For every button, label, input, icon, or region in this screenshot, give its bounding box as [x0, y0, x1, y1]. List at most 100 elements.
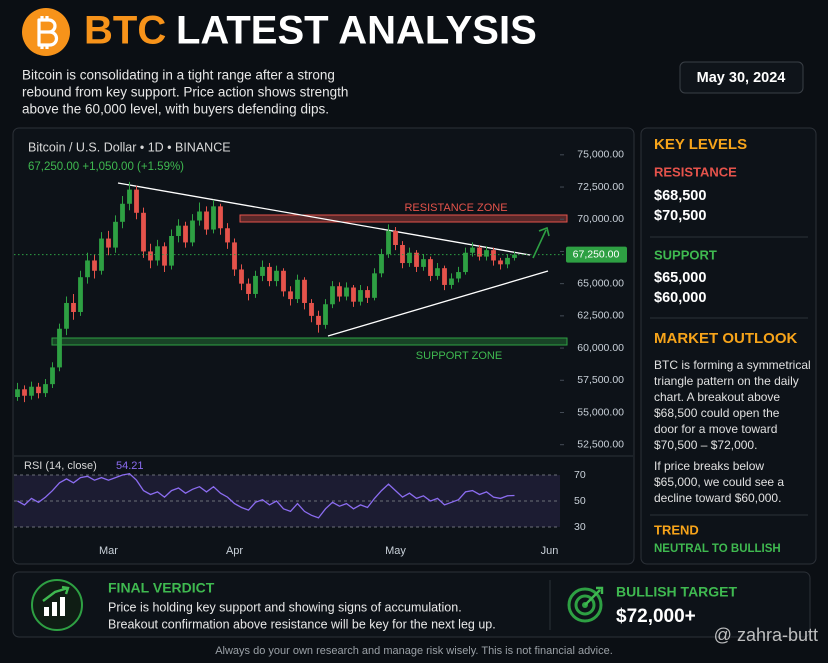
candle-body [330, 286, 335, 305]
watermark: @ zahra-butt [714, 625, 818, 645]
candle-body [190, 220, 195, 243]
candle-body [435, 268, 440, 276]
candle-body [358, 290, 363, 302]
candle-body [148, 251, 153, 261]
candle-body [449, 278, 454, 285]
candle-body [407, 252, 412, 264]
rsi-tick-label: 70 [574, 469, 586, 481]
triangle-lower [327, 270, 549, 337]
candle-body [309, 302, 314, 316]
y-tick-label: 65,000.00 [577, 277, 624, 289]
trend-label: TREND [654, 522, 699, 537]
outlook-title: MARKET OUTLOOK [654, 330, 797, 347]
candle-body [386, 230, 391, 255]
date-box [679, 61, 804, 94]
outlook-line: BTC is forming a symmetrical [654, 358, 811, 372]
rsi-tick-label: 30 [574, 521, 586, 533]
rsi-current: 54.21 [116, 460, 144, 472]
date: May 30, 2024 [697, 70, 786, 86]
y-tick-label: 52,500.00 [577, 438, 624, 450]
candle-body [239, 269, 244, 284]
x-tick-label: Mar [99, 545, 118, 557]
rsi-title: RSI (14, close) [24, 460, 97, 472]
candle-body [127, 189, 132, 204]
support-label: SUPPORT [654, 247, 717, 262]
y-tick-label: 62,500.00 [577, 310, 624, 322]
candle-body [106, 238, 111, 248]
candle-body [316, 315, 321, 325]
candle-body [50, 367, 55, 385]
chart-subtitle: 67,250.00 +1,050.00 (+1.59%) [28, 161, 184, 173]
candle-body [197, 211, 202, 221]
target-icon [567, 587, 603, 623]
verdict-line: Price is holding key support and showing… [108, 600, 462, 614]
outlook-line: $70,500 – $72,000. [654, 438, 757, 452]
outlook-line: chart. A breakout above [654, 390, 780, 404]
chart-title: Bitcoin / U.S. Dollar • 1D • BINANCE [28, 140, 231, 154]
resistance-zone-label: RESISTANCE ZONE [404, 202, 507, 214]
candle-body [274, 270, 279, 282]
description-line: Bitcoin is consolidating in a tight rang… [22, 68, 335, 83]
verdict-icon-arrow [42, 585, 70, 602]
candle-body [113, 221, 118, 248]
candle-body [400, 245, 405, 264]
last-price-label: 67,250.00 [573, 248, 620, 260]
candle-body [267, 266, 272, 282]
y-tick-label: 70,000.00 [577, 213, 624, 225]
candle-body [491, 250, 496, 261]
y-tick-label: 75,000.00 [577, 149, 624, 161]
y-tick-label: 57,500.00 [577, 374, 624, 386]
target-arrow [584, 586, 604, 606]
target-icon [574, 594, 596, 616]
outlook-line: door for a move toward [654, 422, 777, 436]
ticker: BTC [84, 9, 166, 53]
candle-body [204, 211, 209, 230]
candle-body [365, 290, 370, 298]
candle-body [470, 247, 475, 253]
outlook-line: If price breaks below [654, 459, 764, 473]
candle-body [211, 206, 216, 230]
candle-body [302, 279, 307, 303]
candle-body [134, 189, 139, 213]
resistance-zone [239, 214, 568, 223]
verdict-panel [12, 571, 811, 638]
candle-body [162, 246, 167, 266]
y-tick-label: 60,000.00 [577, 342, 624, 354]
candle-body [393, 230, 398, 245]
candle-body [155, 246, 160, 261]
candle-body [232, 242, 237, 270]
candle-body [92, 260, 97, 271]
breakout-arrow [532, 226, 550, 259]
candle-body [36, 386, 41, 394]
candle-body [22, 389, 27, 396]
y-tick-label: 55,000.00 [577, 406, 624, 418]
candle-body [29, 386, 34, 396]
candle-body [379, 254, 384, 274]
target-value: $72,000+ [616, 606, 696, 627]
resistance-level: $70,500 [654, 208, 706, 224]
verdict-icon-bar [44, 607, 49, 616]
page-title: LATEST ANALYSIS [176, 9, 537, 53]
rsi-tick-label: 50 [574, 495, 586, 507]
verdict-line: Breakout confirmation above resistance w… [108, 617, 496, 631]
verdict-icon-bar [52, 602, 57, 616]
outlook-line: triangle pattern on the daily [654, 374, 799, 388]
candle-body [57, 328, 62, 368]
verdict-title: FINAL VERDICT [108, 580, 215, 596]
candle-body [477, 247, 482, 257]
candle-body [344, 287, 349, 297]
bitcoin-glyph [37, 16, 59, 49]
footer: Always do your own research and manage r… [215, 645, 613, 657]
candle-body [141, 212, 146, 252]
y-tick-label: 72,500.00 [577, 181, 624, 193]
candle-body [505, 257, 510, 265]
outlook-line: $65,000, we could see a [654, 475, 784, 489]
last-price-tag [566, 246, 627, 263]
outlook-line: $68,500 could open the [654, 406, 780, 420]
candle-body [169, 235, 174, 266]
candle-body [120, 203, 125, 222]
candle-body [337, 286, 342, 297]
x-tick-label: May [385, 545, 406, 557]
